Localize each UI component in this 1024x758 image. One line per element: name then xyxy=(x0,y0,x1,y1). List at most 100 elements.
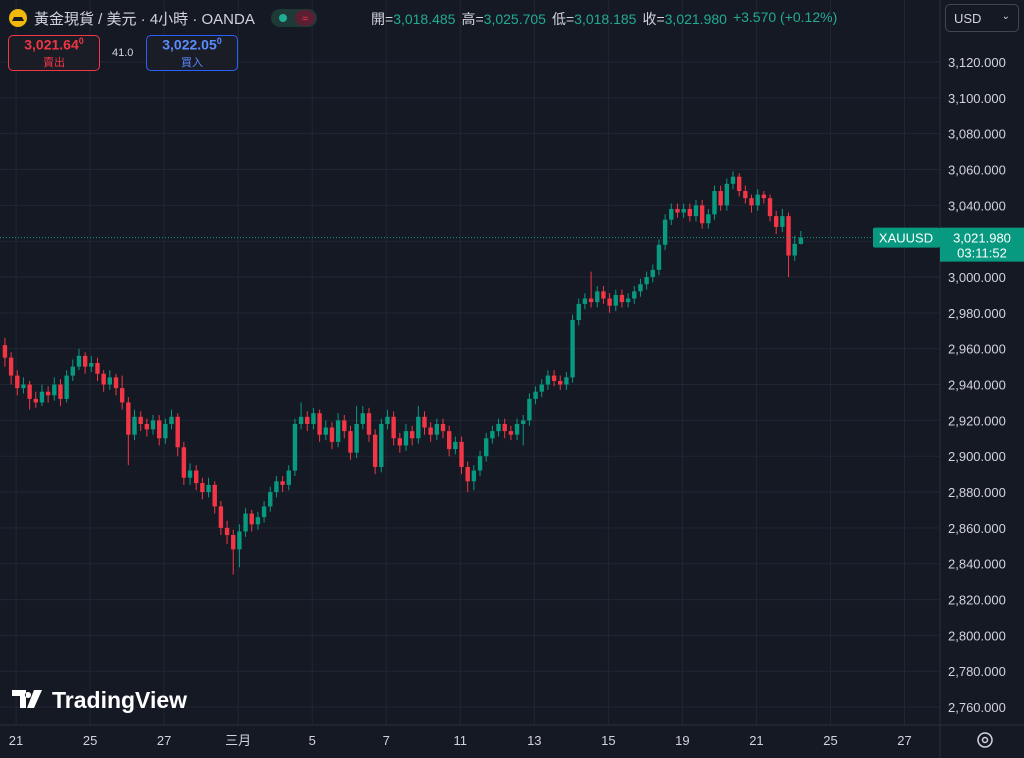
candle-body xyxy=(2,345,8,358)
candle-body xyxy=(490,431,495,439)
candle-body xyxy=(268,492,273,507)
ohlc-label: 收= xyxy=(642,11,665,27)
x-tick-label: 21 xyxy=(749,733,763,748)
candle-body xyxy=(206,484,211,493)
candle-body xyxy=(8,357,14,376)
ohlc-item: 低=3,018.185 xyxy=(552,9,636,29)
candle-body xyxy=(89,363,94,367)
candle-body xyxy=(613,294,618,306)
market-status[interactable]: ≈ xyxy=(270,8,317,28)
currency-select[interactable]: USD ⌄ xyxy=(945,4,1019,32)
x-tick-label: 25 xyxy=(83,733,97,748)
sell-label: 賣出 xyxy=(43,56,65,69)
ohlc-value: 3,021.980 xyxy=(664,11,727,27)
sell-button[interactable]: 3,021.640 賣出 xyxy=(8,35,100,71)
x-tick-label: 27 xyxy=(897,733,911,748)
ohlc-label: 高= xyxy=(461,11,484,27)
y-tick-label: 2,920.000 xyxy=(948,413,1006,428)
x-tick-label: 21 xyxy=(9,733,23,748)
candle-body xyxy=(792,243,797,256)
y-tick-label: 2,860.000 xyxy=(948,521,1006,536)
candle-body xyxy=(650,269,655,278)
y-tick-label: 2,960.000 xyxy=(948,342,1006,357)
candle-body xyxy=(101,373,106,385)
x-tick-label: 5 xyxy=(309,733,316,748)
candle-body xyxy=(305,416,310,424)
y-tick-label: 3,040.000 xyxy=(948,198,1006,213)
candle-body xyxy=(712,191,717,215)
settings-icon[interactable] xyxy=(977,732,993,748)
candle-body xyxy=(422,416,427,428)
candle-body xyxy=(144,423,150,430)
candle-body xyxy=(329,427,335,442)
buy-button[interactable]: 3,022.050 買入 xyxy=(146,35,238,71)
candle-body xyxy=(379,423,384,467)
spread: 41.0 xyxy=(112,47,134,59)
candle-body xyxy=(391,416,396,439)
sell-price: 3,021.64 xyxy=(24,36,79,53)
ohlc-readout: 開=3,018.485 高=3,025.705 低=3,018.185 收=3,021… xyxy=(371,9,837,29)
y-tick-label: 3,120.000 xyxy=(948,55,1006,70)
ohlc-value: 3,025.705 xyxy=(483,11,546,27)
candle-body xyxy=(298,416,304,424)
candle-body xyxy=(607,298,612,306)
candle-body xyxy=(446,431,452,450)
symbol-title: 黃金現貨 / 美元 · 4小時 · OANDA xyxy=(34,10,255,28)
candle-body xyxy=(360,413,365,424)
candle-body xyxy=(656,244,662,270)
candle-body xyxy=(533,391,538,399)
y-tick-label: 2,980.000 xyxy=(948,306,1006,321)
candle-body xyxy=(551,375,557,381)
candle-body xyxy=(767,198,773,217)
x-tick-label: 11 xyxy=(454,733,468,748)
candle-body xyxy=(76,355,82,367)
candle-body xyxy=(212,484,217,507)
candle-body xyxy=(21,384,26,389)
x-tick-label: 27 xyxy=(157,733,171,748)
candle-body xyxy=(397,438,403,446)
candle-body xyxy=(33,398,38,403)
candle-body xyxy=(595,291,600,303)
ohlc-value: 3,018.185 xyxy=(574,11,637,27)
candle-body xyxy=(237,531,242,550)
candle-body xyxy=(545,375,551,385)
candle-body xyxy=(619,294,625,303)
candle-body xyxy=(582,298,588,304)
buy-label: 買入 xyxy=(181,56,203,69)
candle-body xyxy=(465,466,470,482)
candle-body xyxy=(644,277,649,285)
candle-body xyxy=(483,438,489,457)
candle-body xyxy=(743,191,748,199)
candle-body xyxy=(564,377,569,385)
candle-body xyxy=(181,447,187,478)
candles xyxy=(2,171,804,575)
x-tick-label: 三月 xyxy=(225,733,251,748)
candle-body xyxy=(786,216,791,256)
buy-price: 3,022.05 xyxy=(162,36,217,53)
y-tick-label: 3,100.000 xyxy=(948,91,1006,106)
candle-body xyxy=(724,183,730,206)
candle-body xyxy=(730,176,736,184)
candle-body xyxy=(113,377,119,389)
candle-body xyxy=(58,384,63,399)
candle-body xyxy=(218,506,224,528)
candle-body xyxy=(323,427,328,435)
y-tick-label: 3,000.000 xyxy=(948,270,1006,285)
candle-body xyxy=(175,416,180,448)
svg-text:≈: ≈ xyxy=(302,13,308,25)
symbol-logo xyxy=(9,9,27,27)
candle-body xyxy=(261,506,267,518)
candle-body xyxy=(588,298,594,303)
candle-body xyxy=(459,441,464,467)
candle-body xyxy=(527,398,532,421)
candle-body xyxy=(773,216,779,227)
candle-body xyxy=(348,431,353,453)
countdown: 03:11:52 xyxy=(957,246,1007,261)
candle-body xyxy=(224,527,230,536)
x-tick-label: 19 xyxy=(675,733,689,748)
candle-body xyxy=(453,441,458,450)
candle-body xyxy=(761,194,767,199)
